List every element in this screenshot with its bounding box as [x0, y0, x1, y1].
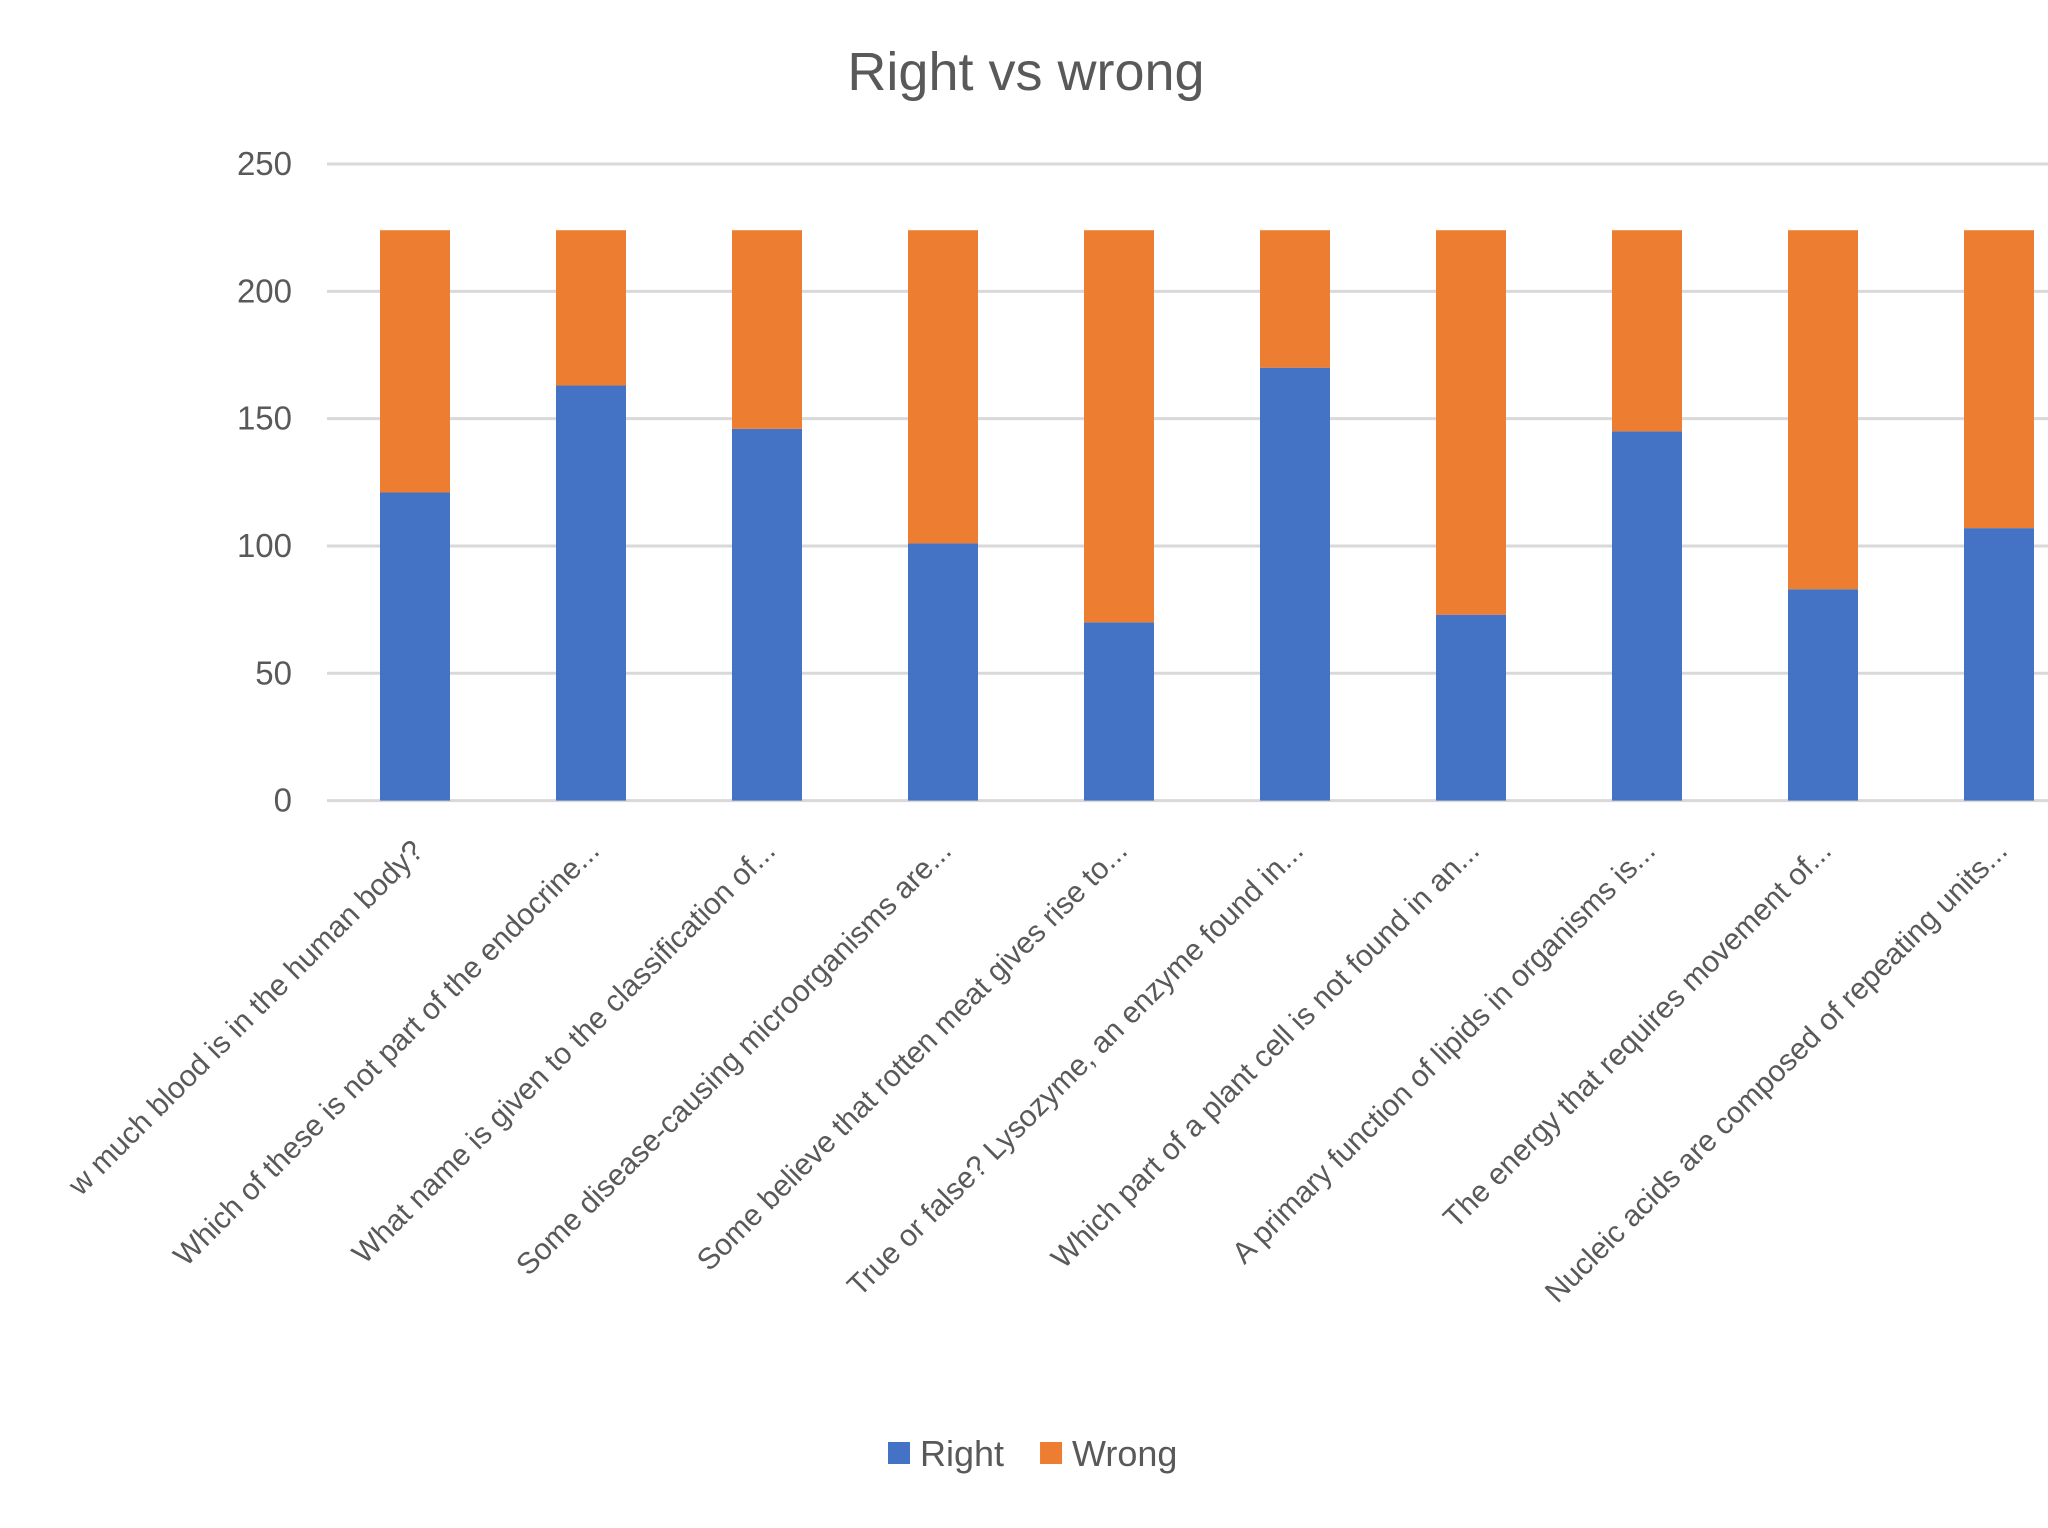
x-axis-ticks: w much blood is in the human body?Which …: [62, 834, 2014, 1309]
bar-wrong: [1084, 230, 1154, 623]
bar-right: [1964, 528, 2034, 801]
legend-swatch-wrong: [1040, 1442, 1063, 1464]
bar-wrong: [1788, 230, 1858, 590]
legend-swatch-right: [888, 1442, 910, 1464]
legend-label-right: Right: [920, 1433, 1004, 1474]
x-tick-label: The energy that requires movement of...: [1437, 834, 1838, 1235]
bar-wrong: [732, 230, 802, 429]
bar-wrong: [1612, 230, 1682, 432]
bar-right: [732, 428, 802, 801]
bar-right: [380, 492, 450, 801]
chart-title: Right vs wrong: [847, 42, 1204, 102]
bar-right: [1436, 614, 1506, 801]
bar-wrong: [908, 230, 978, 544]
y-tick-label: 50: [255, 654, 292, 691]
bars: [380, 230, 2034, 801]
y-tick-label: 100: [237, 527, 292, 564]
bar-wrong: [1436, 230, 1506, 615]
y-axis-ticks: 0 50 100 150 200 250: [237, 145, 292, 819]
bar-wrong: [1260, 230, 1330, 368]
bar-right: [556, 385, 626, 801]
y-tick-label: 150: [237, 400, 292, 437]
bar-wrong: [380, 230, 450, 493]
bar-right: [1084, 622, 1154, 801]
y-tick-label: 250: [237, 145, 292, 182]
bar-right: [908, 543, 978, 801]
legend: Right Wrong: [888, 1433, 1177, 1474]
legend-label-wrong: Wrong: [1072, 1433, 1177, 1474]
bar-right: [1612, 431, 1682, 801]
y-tick-label: 200: [237, 272, 292, 309]
x-tick-label: w much blood is in the human body?: [62, 834, 430, 1202]
bar-wrong: [556, 230, 626, 386]
y-tick-label: 0: [274, 782, 292, 819]
bar-right: [1788, 589, 1858, 801]
bar-wrong: [1964, 230, 2034, 529]
bar-right: [1260, 367, 1330, 801]
